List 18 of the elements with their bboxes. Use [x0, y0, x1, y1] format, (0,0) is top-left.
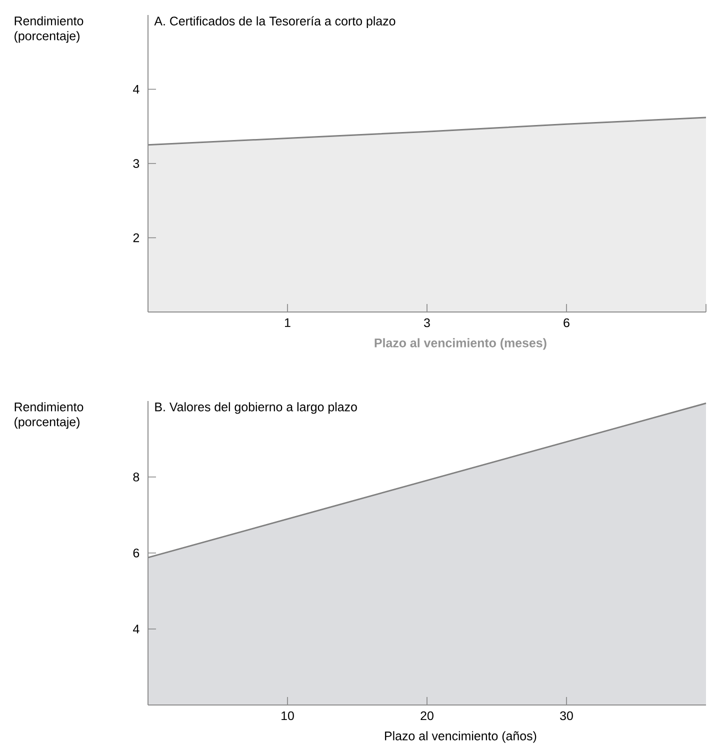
- x-tick-label: 3: [424, 318, 430, 328]
- chart-title: A. Certificados de la Tesorería a corto plazo: [154, 16, 396, 28]
- y-axis-title: Rendimiento (porcentaje): [14, 16, 84, 43]
- y-tick-label: 8: [133, 472, 140, 482]
- x-tick-label: 6: [564, 318, 570, 328]
- x-tick-label: 20: [420, 711, 434, 720]
- x-axis-title: Plazo al vencimiento (meses): [374, 338, 546, 350]
- x-tick-label: 30: [560, 711, 573, 720]
- y-tick-label: 6: [133, 548, 140, 558]
- x-tick-label: 10: [282, 711, 294, 720]
- x-tick-label: 1: [284, 318, 290, 327]
- y-tick-label: 4: [133, 84, 140, 94]
- x-axis-title: Plazo al vencimiento (años): [385, 731, 536, 743]
- y-tick-label: 2: [133, 233, 140, 242]
- y-tick-label: 4: [133, 624, 140, 634]
- y-tick-label: 3: [133, 159, 140, 168]
- chart-title: B. Valores del gobierno a largo plazo: [155, 402, 357, 414]
- y-axis-title: Rendimiento (porcentaje): [14, 402, 84, 429]
